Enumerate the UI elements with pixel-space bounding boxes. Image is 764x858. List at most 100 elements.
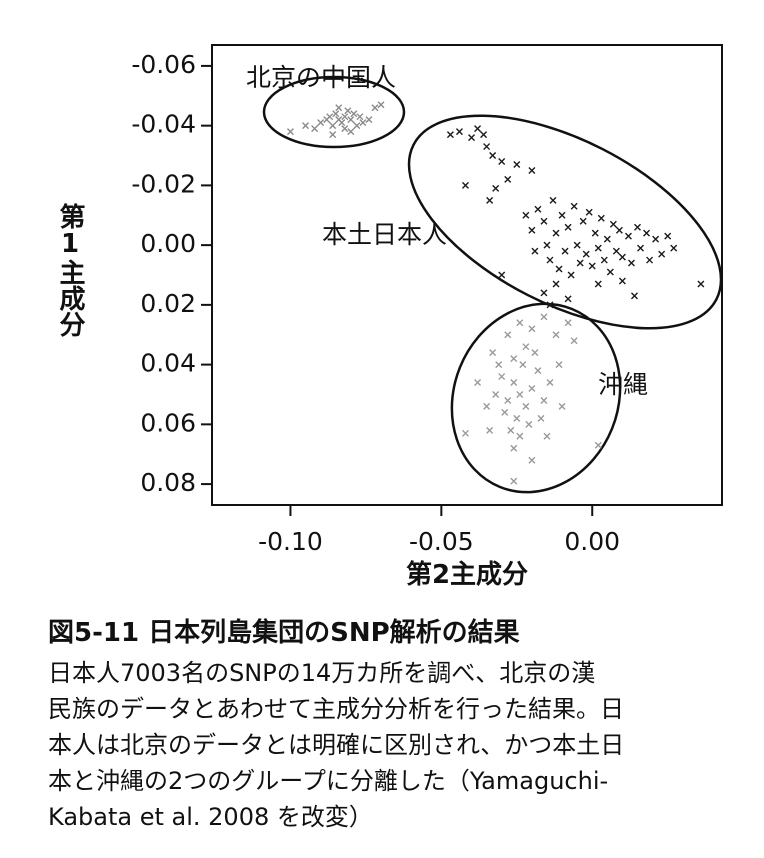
point — [359, 119, 367, 127]
point — [353, 122, 361, 130]
point — [534, 205, 542, 213]
y-tick-label: 0.00 — [140, 229, 196, 258]
point — [624, 232, 632, 240]
point — [528, 456, 536, 464]
point — [600, 256, 608, 264]
point — [344, 107, 352, 115]
point — [286, 128, 294, 136]
point — [594, 280, 602, 288]
point — [522, 402, 530, 410]
point — [588, 262, 596, 270]
point — [504, 175, 512, 183]
x-tick-label: -0.10 — [258, 527, 323, 556]
point — [546, 256, 554, 264]
point — [455, 128, 463, 136]
point — [552, 229, 560, 237]
point — [540, 313, 548, 321]
y-tick-label: -0.02 — [131, 169, 196, 198]
point — [341, 125, 349, 133]
point — [528, 385, 536, 393]
point — [371, 104, 379, 112]
point — [510, 355, 518, 363]
point — [516, 319, 524, 327]
caption: 図5-11 日本列島集団のSNP解析の結果 日本人7003名のSNPの14万カ所… — [48, 612, 748, 835]
point — [332, 110, 340, 118]
point — [531, 247, 539, 255]
point — [576, 259, 584, 267]
point — [658, 250, 666, 258]
point — [510, 379, 518, 387]
point — [540, 217, 548, 225]
point — [302, 122, 310, 130]
point — [561, 247, 569, 255]
point — [615, 226, 623, 234]
point — [597, 214, 605, 222]
annotation: 沖縄 — [598, 370, 648, 399]
point — [522, 211, 530, 219]
caption-line: 本と沖縄の2つのグループに分離した（Yamaguchi- — [48, 767, 609, 795]
point — [341, 113, 349, 121]
point — [350, 110, 358, 118]
point — [516, 390, 524, 398]
point — [558, 402, 566, 410]
point — [317, 119, 325, 127]
point — [347, 116, 355, 124]
x-tick-label: 0.00 — [564, 527, 620, 556]
caption-line: 民族のデータとあわせて主成分分析を行った結果。日 — [48, 695, 624, 723]
point — [311, 125, 319, 133]
caption-title: 図5-11 日本列島集団のSNP解析の結果 — [48, 618, 520, 648]
point — [652, 235, 660, 243]
point — [697, 280, 705, 288]
point — [543, 241, 551, 249]
point — [522, 343, 530, 351]
point — [498, 271, 506, 279]
point — [510, 477, 518, 485]
point — [492, 390, 500, 398]
point — [483, 402, 491, 410]
point — [446, 131, 454, 139]
point — [612, 247, 620, 255]
point — [606, 268, 614, 276]
point — [489, 152, 497, 160]
point — [528, 226, 536, 234]
y-tick-label: -0.06 — [131, 50, 196, 79]
point — [555, 265, 563, 273]
point — [495, 361, 503, 369]
caption-line: 本人は北京のデータとは明確に区別され、かつ本土日 — [48, 731, 625, 759]
point — [489, 349, 497, 357]
point — [634, 223, 641, 231]
point — [356, 113, 364, 121]
point — [516, 432, 524, 440]
point — [637, 244, 645, 252]
point — [510, 444, 518, 452]
annotation: 本土日本人 — [322, 220, 447, 249]
point — [567, 271, 575, 279]
point — [528, 325, 536, 333]
caption-line: 日本人7003名のSNPの14万カ所を調べ、北京の漢 — [48, 659, 596, 687]
point — [585, 208, 593, 216]
y-tick-label: -0.04 — [131, 110, 196, 139]
point — [603, 235, 611, 243]
point — [338, 119, 346, 127]
point — [618, 277, 626, 285]
cluster-ellipse — [450, 302, 622, 494]
annotation: 北京の中国人 — [246, 63, 396, 92]
point — [486, 196, 494, 204]
point — [570, 202, 578, 210]
point — [483, 143, 491, 151]
point — [531, 349, 539, 357]
point — [609, 220, 617, 228]
point — [540, 396, 548, 404]
point — [329, 131, 337, 139]
point — [474, 125, 482, 133]
y-tick-label: 0.04 — [140, 349, 196, 378]
point — [534, 367, 542, 375]
y-tick-label: 0.08 — [140, 468, 196, 497]
point — [326, 113, 334, 121]
point — [582, 250, 590, 258]
point — [461, 181, 469, 189]
cluster-ellipse — [407, 114, 723, 330]
point — [519, 361, 527, 369]
point — [486, 426, 494, 434]
point — [546, 379, 554, 387]
